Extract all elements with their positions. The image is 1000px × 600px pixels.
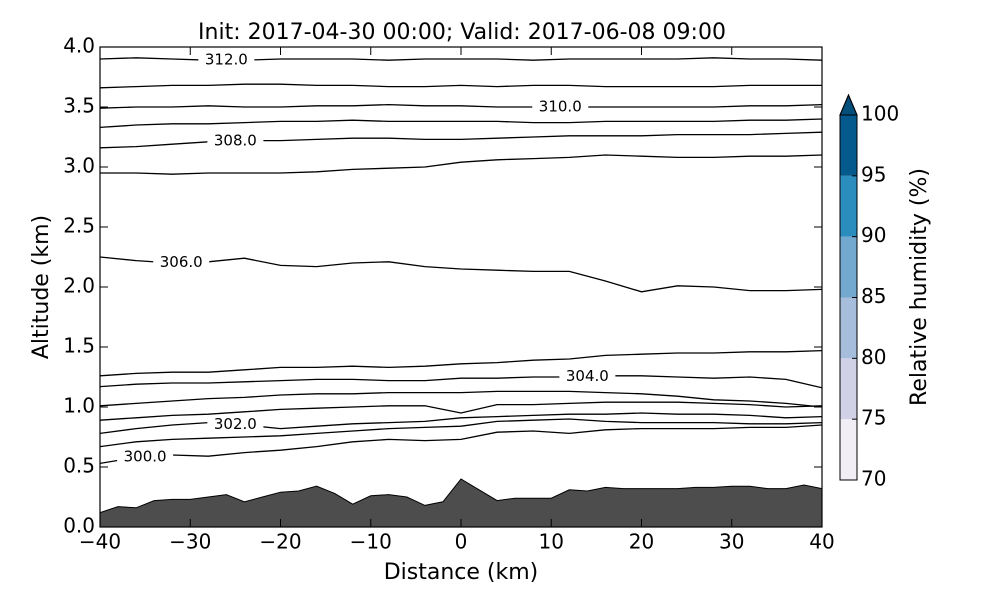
contour-label-bg bbox=[207, 415, 264, 434]
terrain bbox=[100, 478, 822, 527]
contour-label-bg bbox=[207, 131, 264, 150]
colorbar-segment bbox=[840, 175, 857, 237]
x-tick-label: 20 bbox=[629, 530, 654, 554]
colorbar-segment bbox=[840, 419, 857, 480]
colorbar-tick-label: 100 bbox=[861, 102, 899, 126]
y-tick-label: 4.0 bbox=[63, 34, 95, 58]
y-tick-label: 0.5 bbox=[63, 454, 95, 478]
colorbar-tick-label: 70 bbox=[861, 467, 886, 491]
colorbar-tick-label: 85 bbox=[861, 284, 886, 308]
colorbar-tick-label: 95 bbox=[861, 162, 886, 186]
x-tick-label: −20 bbox=[259, 530, 301, 554]
contour-label-bg bbox=[153, 253, 210, 272]
y-tick-label: 0.0 bbox=[63, 514, 95, 538]
x-tick-label: −30 bbox=[169, 530, 211, 554]
contour-label: 304.0 bbox=[566, 367, 609, 385]
colorbar-extend bbox=[839, 93, 858, 116]
contour-line bbox=[100, 256, 822, 293]
colorbar-segment bbox=[840, 115, 857, 176]
chart-title: Init: 2017-04-30 00:00; Valid: 2017-06-0… bbox=[198, 20, 726, 45]
contour-line bbox=[100, 418, 822, 448]
x-tick-label: −40 bbox=[79, 530, 121, 554]
colorbar-tick-label: 80 bbox=[861, 345, 886, 369]
contour-line bbox=[100, 375, 822, 389]
contour-line bbox=[100, 154, 822, 175]
contour-line bbox=[100, 103, 822, 109]
colorbar-segment bbox=[840, 358, 857, 420]
contour-label: 312.0 bbox=[205, 51, 248, 69]
contour-label-bg bbox=[198, 51, 255, 70]
colorbar-segment bbox=[840, 236, 857, 298]
colorbar-segment bbox=[840, 297, 857, 359]
colorbar-tick-label: 90 bbox=[861, 223, 886, 247]
y-axis-label: Altitude (km) bbox=[29, 215, 54, 359]
x-tick-label: 10 bbox=[539, 530, 564, 554]
contour-label: 306.0 bbox=[160, 253, 203, 271]
contour-label: 300.0 bbox=[124, 447, 167, 465]
contour-line bbox=[100, 424, 822, 465]
contour-label-bg bbox=[532, 98, 589, 116]
y-tick-label: 2.5 bbox=[63, 214, 95, 238]
colorbar-label: Relative humidity (%) bbox=[907, 168, 932, 406]
y-tick-label: 3.5 bbox=[63, 94, 95, 118]
contour-line bbox=[100, 401, 822, 421]
x-tick-label: 40 bbox=[809, 530, 834, 554]
colorbar-tick-label: 75 bbox=[861, 406, 886, 430]
y-tick-label: 1.0 bbox=[63, 394, 95, 418]
contour-label: 308.0 bbox=[214, 131, 257, 149]
x-axis-label: Distance (km) bbox=[384, 560, 539, 585]
x-tick-label: 30 bbox=[719, 530, 744, 554]
x-tick-label: −10 bbox=[350, 530, 392, 554]
contour-label-bg bbox=[559, 367, 616, 386]
contour-line bbox=[100, 390, 822, 408]
x-tick-label: 0 bbox=[455, 530, 468, 554]
y-tick-label: 1.5 bbox=[63, 334, 95, 358]
y-tick-label: 2.0 bbox=[63, 274, 95, 298]
contour-label: 310.0 bbox=[539, 98, 582, 116]
y-tick-label: 3.0 bbox=[63, 154, 95, 178]
contour-label-bg bbox=[117, 447, 174, 466]
contour-line bbox=[100, 83, 822, 89]
contour-line bbox=[100, 349, 822, 377]
contour-line bbox=[100, 118, 822, 129]
plot-area: 312.0 310.0 308.0 306.0 304.0 302.0 300.0 bbox=[100, 51, 822, 527]
contour-label: 302.0 bbox=[214, 415, 257, 433]
